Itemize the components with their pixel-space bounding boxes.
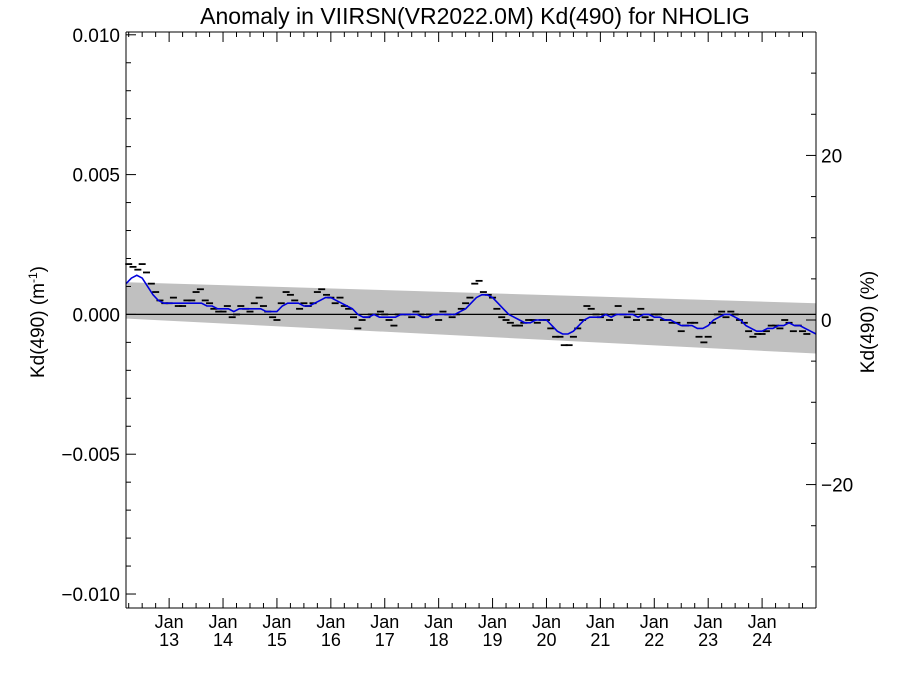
x-tick-label-month: Jan (262, 612, 291, 632)
x-tick-label-month: Jan (370, 612, 399, 632)
x-tick-label-month: Jan (586, 612, 615, 632)
x-tick-label-year: 16 (321, 630, 341, 650)
x-tick-label-year: 13 (159, 630, 179, 650)
plot-area (125, 263, 817, 354)
x-tick-label-month: Jan (694, 612, 723, 632)
x-tick-label-year: 14 (213, 630, 233, 650)
y-tick-label-left: 0.010 (72, 26, 120, 47)
x-tick-label-year: 21 (590, 630, 610, 650)
x-tick-label-month: Jan (478, 612, 507, 632)
x-tick-label-month: Jan (748, 612, 777, 632)
x-tick-label-year: 18 (429, 630, 449, 650)
x-tick-label-month: Jan (316, 612, 345, 632)
y-tick-label-right: −20 (821, 476, 853, 497)
y-tick-label-right: 0 (821, 311, 832, 332)
x-tick-label-year: 15 (267, 630, 287, 650)
x-tick-label-year: 24 (752, 630, 772, 650)
y-tick-label-left: 0.000 (72, 305, 120, 326)
axes: 0.0100.0050.000−0.005−0.010200−20Jan13Ja… (61, 26, 853, 650)
chart-title: Anomaly in VIIRSN(VR2022.0M) Kd(490) for… (200, 3, 750, 29)
x-tick-label-year: 20 (536, 630, 556, 650)
y-axis-label-superscript: -1 (26, 272, 40, 283)
x-tick-label-year: 22 (644, 630, 664, 650)
y-tick-label-left: 0.005 (72, 166, 120, 187)
x-tick-label-year: 19 (483, 630, 503, 650)
uncertainty-band (126, 282, 816, 354)
x-tick-label-month: Jan (424, 612, 453, 632)
x-tick-label-month: Jan (209, 612, 238, 632)
y-axis-label-left: Kd(490) (m-1) (26, 266, 49, 378)
x-tick-label-year: 23 (698, 630, 718, 650)
x-tick-label-year: 17 (375, 630, 395, 650)
y-tick-label-left: −0.010 (61, 585, 120, 606)
y-tick-label-right: 20 (821, 146, 842, 167)
y-axis-label-right: Kd(490) (%) (858, 271, 879, 373)
x-tick-label-month: Jan (640, 612, 669, 632)
x-tick-label-month: Jan (532, 612, 561, 632)
y-tick-label-left: −0.005 (61, 445, 120, 466)
x-tick-label-month: Jan (155, 612, 184, 632)
smoothed-anomaly-line (125, 274, 817, 335)
